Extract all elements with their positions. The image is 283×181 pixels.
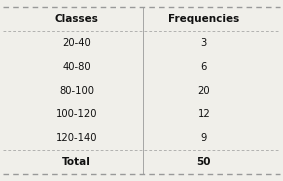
Text: 9: 9 [201,133,207,143]
Text: 6: 6 [201,62,207,72]
Text: Classes: Classes [54,14,98,24]
Text: 3: 3 [201,38,207,48]
Text: 100-120: 100-120 [56,109,97,119]
Text: 40-80: 40-80 [62,62,91,72]
Text: 20: 20 [198,85,210,96]
Text: 50: 50 [196,157,211,167]
Text: 20-40: 20-40 [62,38,91,48]
Text: Total: Total [62,157,91,167]
Text: 120-140: 120-140 [56,133,97,143]
Text: 80-100: 80-100 [59,85,94,96]
Text: Frequencies: Frequencies [168,14,239,24]
Text: 12: 12 [197,109,210,119]
